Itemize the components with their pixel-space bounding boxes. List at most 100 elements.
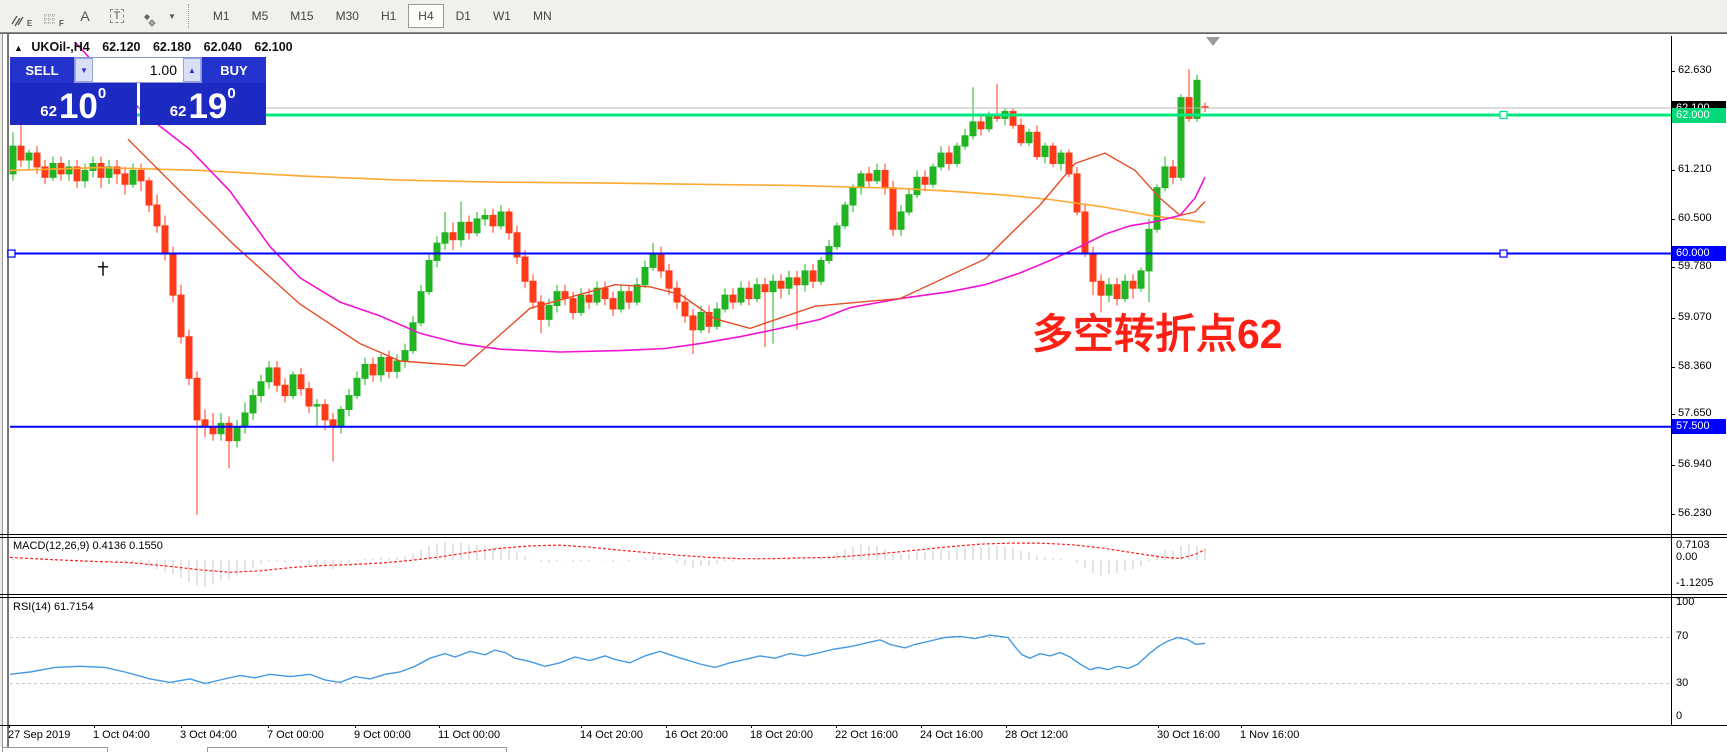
time-tick-mark <box>1241 725 1242 728</box>
buy-price-display[interactable]: 62 19 0 <box>139 83 266 126</box>
candle-body <box>913 176 921 196</box>
sell-button[interactable]: SELL <box>10 57 74 83</box>
candle-body <box>265 367 273 383</box>
candle-body <box>1049 145 1057 164</box>
icon-sub-label: F <box>59 19 64 28</box>
buy-button[interactable]: BUY <box>202 57 266 83</box>
candle-body <box>721 294 729 310</box>
sell-price-display[interactable]: 62 10 0 <box>10 83 137 125</box>
candle-body <box>1097 280 1105 296</box>
candle-body <box>1193 79 1201 119</box>
candle-body <box>785 277 793 289</box>
price-tick-label: 60.500 <box>1678 212 1712 224</box>
candle-body <box>369 363 377 376</box>
scrollbar-segment[interactable] <box>2 747 108 752</box>
candle-body <box>225 422 233 442</box>
candle-body <box>1041 145 1049 158</box>
scrollbar-segment[interactable] <box>207 747 507 752</box>
candle-body <box>361 363 369 379</box>
tf-button-h1[interactable]: H1 <box>380 9 397 23</box>
text-label-icon[interactable]: A <box>80 8 90 24</box>
candle-body <box>193 377 201 421</box>
t-glyph: T <box>109 9 125 23</box>
chart-plot[interactable] <box>0 36 1671 725</box>
macd-signal-line <box>9 542 1206 573</box>
candle-body <box>377 357 385 376</box>
price-badge-62.000: 62.000 <box>1672 108 1726 123</box>
candle-body <box>401 350 409 362</box>
candle-body <box>545 305 553 320</box>
pane-separator[interactable] <box>0 594 1727 595</box>
candle-body <box>609 298 617 310</box>
candle-body <box>9 145 17 175</box>
time-label: 27 Sep 2019 <box>8 729 71 741</box>
candle-body <box>385 357 393 372</box>
candle-body <box>209 426 217 435</box>
time-tick-mark <box>581 725 582 728</box>
time-label: 3 Oct 04:00 <box>180 729 237 741</box>
chart-shift-marker-icon[interactable] <box>1206 37 1220 46</box>
tf-button-w1[interactable]: W1 <box>492 9 511 23</box>
tf-button-mn[interactable]: MN <box>532 9 552 23</box>
price-badge-60.000: 60.000 <box>1672 246 1726 261</box>
collapse-triangle-icon[interactable]: ▲ <box>14 43 23 53</box>
candle-body <box>1065 152 1073 175</box>
candle-body <box>1081 211 1089 255</box>
tf-button-m5[interactable]: M5 <box>251 9 269 23</box>
volume-decrease-button[interactable]: ▼ <box>75 58 93 82</box>
candle-body <box>1033 131 1041 158</box>
candle-body <box>489 214 497 227</box>
candle-body <box>169 253 177 296</box>
candle-body <box>257 381 265 397</box>
ma-red-line <box>127 138 1206 367</box>
candle-body <box>521 256 529 282</box>
candle-body <box>425 259 433 293</box>
time-label: 11 Oct 00:00 <box>438 729 501 741</box>
candle-body <box>705 311 713 327</box>
candle-body <box>297 374 305 390</box>
candle-body <box>641 266 649 286</box>
time-tick-mark <box>181 725 182 728</box>
candle-body <box>129 169 137 185</box>
tf-button-m15[interactable]: M15 <box>290 9 314 23</box>
candle-body <box>1009 110 1017 126</box>
price-tick-mark <box>1671 414 1675 415</box>
tf-button-d1[interactable]: D1 <box>455 9 471 23</box>
candle-body <box>633 284 641 303</box>
volume-input[interactable] <box>93 58 183 82</box>
objects-dropdown-caret-icon[interactable]: ▼ <box>168 11 176 21</box>
time-label: 16 Oct 20:00 <box>665 729 728 741</box>
price-tick-mark <box>1671 219 1675 220</box>
pane-separator[interactable] <box>0 537 1727 538</box>
price-tick-mark <box>1671 71 1675 72</box>
candle-body <box>585 294 593 303</box>
tf-button-m1[interactable]: M1 <box>212 9 230 23</box>
sell-price-whole: 62 <box>40 103 57 120</box>
pane-separator[interactable] <box>0 534 1727 535</box>
grid-icon[interactable]: F <box>40 4 66 28</box>
time-label: 22 Oct 16:00 <box>835 729 898 741</box>
indicator-charts-icon[interactable]: E <box>8 4 34 28</box>
window-splitter[interactable] <box>0 34 9 752</box>
candle-body <box>553 291 561 307</box>
pane-separator[interactable] <box>0 597 1727 598</box>
text-box-icon[interactable]: T <box>104 4 130 28</box>
volume-increase-button[interactable]: ▲ <box>183 58 201 82</box>
candle-body <box>1137 270 1145 289</box>
tf-button-m30[interactable]: M30 <box>335 9 359 23</box>
candle-body <box>697 311 705 331</box>
buy-price-pips: 19 <box>188 87 228 126</box>
price-axis-border[interactable] <box>1671 36 1672 725</box>
time-tick-mark <box>355 725 356 728</box>
candle-body <box>1121 280 1129 300</box>
candle-body <box>689 315 697 331</box>
objects-icon[interactable] <box>136 4 162 28</box>
price-tick-mark <box>1671 170 1675 171</box>
ohlc-low: 62.040 <box>203 40 242 54</box>
candle-body <box>305 388 313 407</box>
tf-button-h4[interactable]: H4 <box>408 4 444 28</box>
price-tick-label: 56.940 <box>1678 458 1712 470</box>
candle-body <box>473 218 481 234</box>
candle-body <box>849 187 857 206</box>
horizontal-scrollbar[interactable] <box>0 747 1727 752</box>
